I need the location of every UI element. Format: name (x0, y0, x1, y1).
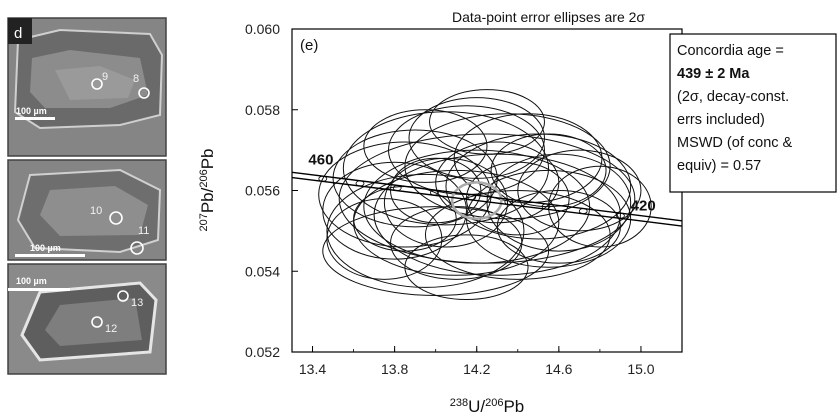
x-tick-label: 14.6 (545, 361, 572, 377)
analysis-spot (117, 290, 129, 302)
error-ellipse (318, 141, 492, 248)
cl-image-panels: d 9 8 100 µm 10 11 100 µm 100 µm 13 12 (7, 17, 167, 375)
spot-label: 9 (102, 71, 108, 83)
concordia-age-marker (616, 212, 625, 219)
x-tick-label: 15.0 (627, 361, 654, 377)
error-ellipse (383, 157, 509, 248)
error-ellipse (326, 173, 525, 288)
analysis-spot (91, 78, 103, 90)
plot-frame (291, 28, 683, 353)
concordia-age-box: Concordia age = 439 ± 2 Ma (2σ, decay-co… (669, 33, 837, 193)
x-tick-label: 13.8 (381, 361, 408, 377)
concordia-line-upper (292, 171, 682, 222)
concordia-age-marker (392, 185, 402, 191)
concordia-age-ellipse (450, 181, 503, 221)
concordia-label-460: 460 (308, 151, 333, 168)
y-tick-label: 0.060 (245, 21, 280, 37)
spot-label: 12 (105, 323, 117, 335)
panel-e-label: (e) (300, 37, 318, 54)
concordia-layer (292, 171, 682, 227)
error-ellipse (363, 109, 488, 183)
concordia-age-marker (578, 208, 588, 215)
y-tick-label: 0.054 (245, 263, 280, 279)
error-ellipse (496, 190, 621, 264)
error-ellipse (517, 149, 642, 232)
concordia-label-420: 420 (631, 198, 656, 215)
concordia-age-marker (318, 175, 328, 182)
y-tick-label: 0.056 (245, 183, 280, 199)
scale-bar-label: 100 µm (16, 106, 47, 116)
y-tick-label: 0.052 (245, 344, 280, 360)
error-ellipse (326, 198, 443, 280)
analysis-spot (138, 87, 150, 99)
scale-bar (15, 117, 55, 120)
scale-bar (8, 288, 70, 291)
cl-panel-top: d 9 8 100 µm (7, 17, 167, 157)
scale-bar (15, 254, 85, 257)
concordia-age-marker (541, 203, 551, 210)
info-line: (2σ, decay-const. (677, 89, 789, 105)
error-ellipse (490, 133, 607, 208)
scale-bar-label: 100 µm (16, 276, 47, 286)
error-ellipse (390, 206, 523, 280)
analysis-spot (130, 241, 144, 255)
spot-label: 11 (138, 225, 149, 237)
error-ellipse (322, 161, 467, 260)
cl-panel-bottom: 100 µm 13 12 (7, 263, 167, 375)
error-ellipse (429, 89, 545, 155)
info-line: MSWD (of conc & (677, 135, 793, 151)
info-line: equiv) = 0.57 (677, 158, 761, 174)
concordia-age-marker (430, 189, 439, 196)
panel-d-label: d (14, 25, 22, 42)
info-line-age: 439 ± 2 Ma (677, 66, 750, 82)
x-tick-label: 14.2 (463, 361, 490, 377)
scale-bar-label: 100 µm (30, 243, 61, 253)
spot-label: 10 (90, 205, 102, 217)
error-ellipse (445, 133, 632, 240)
analysis-spot (91, 316, 103, 328)
y-tick-label: 0.058 (245, 102, 280, 118)
y-axis-label: 207Pb/206Pb (198, 148, 217, 231)
spot-label: 13 (131, 297, 143, 309)
info-line: errs included) (677, 112, 765, 128)
axis-ticks: 13.4 13.8 14.2 14.6 15.0 0.052 0.054 0.056 0.058… (245, 21, 655, 377)
chart-title: Data-point error ellipses are 2σ (452, 9, 645, 25)
analysis-spot (109, 211, 123, 225)
concordia-age-marker (504, 198, 514, 205)
cl-panel-middle: 10 11 100 µm (7, 159, 167, 261)
x-tick-label: 13.4 (299, 361, 326, 377)
concordia-age-marker (467, 194, 477, 201)
ellipse-layer (318, 89, 652, 301)
error-ellipse (404, 234, 529, 301)
spot-label: 8 (133, 73, 139, 85)
info-line: Concordia age = (677, 43, 784, 59)
panel-d-label-box (8, 18, 32, 44)
x-axis-label: 238U/206Pb (450, 397, 525, 416)
error-ellipse (408, 97, 545, 179)
concordia-age-marker (355, 180, 365, 187)
error-ellipse (465, 169, 632, 268)
